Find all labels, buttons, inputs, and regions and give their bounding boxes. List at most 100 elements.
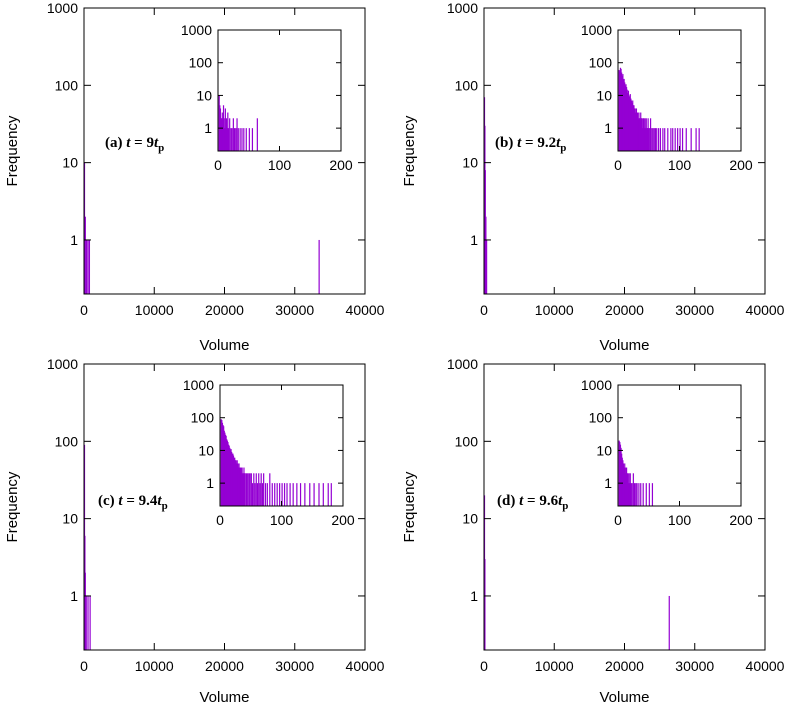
y-tick-label: 1 (604, 120, 612, 136)
inset-axes: 1 10 100 1000 0 100 200 (581, 22, 753, 173)
y-axis-title: Frequency (4, 115, 21, 186)
y-tick-label: 10 (62, 155, 78, 171)
x-axis-title: Volume (599, 337, 649, 354)
y-tick-label: 1000 (47, 0, 78, 16)
y-tick-label: 1000 (181, 22, 212, 38)
main-bars (83, 162, 320, 294)
x-tick-label: 0 (480, 658, 488, 674)
y-tick-label: 10 (462, 155, 478, 171)
panel-label-sub: p (562, 500, 568, 512)
y-tick-label: 100 (589, 410, 613, 426)
x-tick-label: 20000 (205, 302, 244, 318)
x-tick-label: 30000 (675, 658, 714, 674)
x-tick-label: 40000 (746, 302, 785, 318)
x-tick-label: 10000 (135, 302, 174, 318)
y-axis-title: Frequency (4, 471, 21, 542)
x-tick-label: 30000 (275, 302, 314, 318)
panel-label: (d) t = 9.6tp (497, 493, 568, 512)
main-bars (483, 495, 670, 650)
y-tick-label: 1 (70, 588, 78, 604)
y-tick-label: 1000 (581, 377, 612, 393)
y-tick-label: 1000 (47, 356, 78, 372)
x-tick-label: 30000 (675, 302, 714, 318)
panel-label: (a) t = 9tp (105, 135, 164, 154)
panel-label-unit: t (556, 135, 561, 151)
inset-plot: 1 10 100 1000 0 100 200 (181, 22, 353, 173)
panel-label-sub: p (560, 142, 566, 154)
x-tick-label: 100 (268, 157, 292, 173)
y-tick-label: 1000 (183, 377, 214, 393)
x-tick-label: 0 (614, 512, 622, 528)
y-tick-label: 1 (206, 475, 214, 491)
x-tick-label: 20000 (205, 658, 244, 674)
x-tick-label: 20000 (605, 302, 644, 318)
inset-plot: 1 10 100 1000 0 100 200 (581, 377, 753, 528)
y-tick-label: 100 (455, 77, 479, 93)
main-bars (83, 444, 91, 650)
panel-label-var: t (126, 135, 131, 151)
y-tick-label: 10 (596, 442, 612, 458)
panel-label-eq: = (521, 135, 537, 151)
x-tick-label: 10000 (535, 658, 574, 674)
y-tick-label: 100 (455, 433, 479, 449)
inset-plot: 1 10 100 1000 0 100 200 (581, 22, 753, 173)
x-tick-label: 10000 (135, 658, 174, 674)
panel-label-eq: = (130, 135, 146, 151)
y-tick-label: 100 (191, 410, 215, 426)
y-axis-title: Frequency (401, 115, 418, 186)
panel-label-letter: (d) (497, 493, 519, 509)
panel-label-unit: t (558, 493, 563, 509)
panel-label-num: 9.4 (139, 493, 158, 509)
y-tick-label: 1 (470, 588, 478, 604)
x-axis-title: Volume (199, 689, 249, 706)
y-tick-label: 1 (470, 232, 478, 248)
panel-label: (c) t = 9.4tp (98, 493, 168, 512)
inset-bars (618, 440, 654, 506)
y-tick-label: 10 (198, 442, 214, 458)
y-tick-label: 1 (604, 475, 612, 491)
x-tick-label: 0 (480, 302, 488, 318)
y-tick-label: 10 (596, 87, 612, 103)
panel-label-var: t (118, 493, 123, 509)
panel-label-letter: (a) (105, 135, 126, 151)
y-tick-label: 1000 (447, 356, 478, 372)
x-tick-label: 10000 (535, 302, 574, 318)
x-tick-label: 0 (216, 512, 224, 528)
x-tick-label: 30000 (275, 658, 314, 674)
main-bars (483, 97, 488, 294)
panel-label-num: 9.6 (539, 493, 558, 509)
panel-label-var: t (517, 135, 522, 151)
x-tick-label: 20000 (605, 658, 644, 674)
panel-label-letter: (b) (495, 135, 517, 151)
panel-label-sub: p (158, 142, 164, 154)
x-tick-label: 200 (729, 157, 753, 173)
y-tick-label: 1 (70, 232, 78, 248)
panel-label: (b) t = 9.2tp (495, 135, 566, 154)
panel-label-eq: = (523, 493, 539, 509)
inset-axes: 1 10 100 1000 0 100 200 (181, 22, 353, 173)
x-tick-label: 200 (331, 512, 355, 528)
x-tick-label: 0 (80, 658, 88, 674)
panel-label-unit: t (157, 493, 162, 509)
panel-label-unit: t (154, 135, 159, 151)
x-tick-label: 200 (329, 157, 353, 173)
y-tick-label: 100 (589, 55, 613, 71)
panel-label-num: 9 (146, 135, 154, 151)
inset-bars (618, 67, 700, 151)
panel-label-var: t (519, 493, 524, 509)
y-axis-title: Frequency (401, 471, 418, 542)
x-tick-label: 100 (668, 157, 692, 173)
x-tick-label: 40000 (746, 658, 785, 674)
panel-label-letter: (c) (98, 493, 118, 509)
panel-label-sub: p (162, 500, 168, 512)
x-tick-label: 0 (80, 302, 88, 318)
